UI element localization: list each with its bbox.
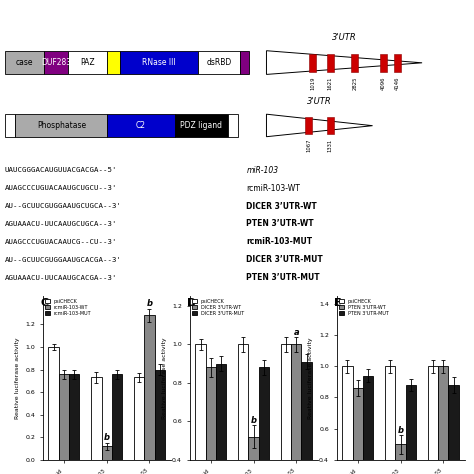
Text: 1331: 1331 bbox=[328, 138, 333, 152]
Text: 3'UTR: 3'UTR bbox=[307, 97, 332, 106]
Bar bbox=[301, 362, 312, 474]
Bar bbox=[259, 367, 269, 474]
Text: rcmiR-103-WT: rcmiR-103-WT bbox=[246, 183, 300, 192]
Text: RNase III: RNase III bbox=[142, 58, 176, 67]
Bar bbox=[305, 117, 312, 134]
Text: AGUAAACU-UUCAAUGCACGA--3': AGUAAACU-UUCAAUGCACGA--3' bbox=[5, 275, 117, 281]
Bar bbox=[394, 54, 401, 72]
Bar bbox=[240, 51, 249, 74]
Bar bbox=[395, 444, 406, 474]
Text: b: b bbox=[146, 299, 153, 308]
Bar bbox=[228, 114, 238, 137]
Text: 2825: 2825 bbox=[352, 76, 357, 90]
Text: DICER 3’UTR-MUT: DICER 3’UTR-MUT bbox=[246, 255, 323, 264]
Text: C: C bbox=[40, 298, 48, 308]
Bar bbox=[238, 344, 248, 474]
Text: 1019: 1019 bbox=[310, 76, 315, 90]
Text: AU--GCUUCGUGGAAUGCUGCA--3': AU--GCUUCGUGGAAUGCUGCA--3' bbox=[5, 203, 122, 209]
Legend: psiCHECK, PTEN 3'UTR-WT, PTEN 3'UTR-MUT: psiCHECK, PTEN 3'UTR-WT, PTEN 3'UTR-MUT bbox=[339, 299, 389, 316]
Bar bbox=[107, 114, 174, 137]
Bar bbox=[248, 437, 259, 474]
Text: 3'UTR: 3'UTR bbox=[332, 33, 356, 42]
Bar bbox=[380, 54, 387, 72]
Legend: psiCHECK, rcmiR-103-WT, rcmiR-103-MUT: psiCHECK, rcmiR-103-WT, rcmiR-103-MUT bbox=[45, 299, 91, 316]
Bar bbox=[216, 364, 226, 474]
Text: Phosphatase: Phosphatase bbox=[37, 121, 86, 130]
Bar bbox=[342, 366, 353, 474]
Bar bbox=[59, 374, 69, 460]
Bar bbox=[206, 367, 216, 474]
Bar bbox=[5, 114, 15, 137]
Bar bbox=[44, 51, 68, 74]
Bar bbox=[101, 446, 112, 460]
Bar bbox=[309, 54, 316, 72]
Bar bbox=[15, 114, 107, 137]
Bar bbox=[112, 374, 122, 460]
Text: dsRBD: dsRBD bbox=[207, 58, 232, 67]
Bar bbox=[198, 51, 240, 74]
Text: b: b bbox=[398, 426, 403, 435]
Bar bbox=[406, 385, 416, 474]
Text: 4096: 4096 bbox=[381, 76, 386, 90]
Bar bbox=[281, 344, 291, 474]
Text: DUF283: DUF283 bbox=[41, 58, 71, 67]
Text: UAUCGGGACAUGUUACGACGA--5': UAUCGGGACAUGUUACGACGA--5' bbox=[5, 167, 117, 173]
Bar bbox=[428, 366, 438, 474]
Bar bbox=[155, 370, 165, 460]
Text: a: a bbox=[293, 328, 299, 337]
Bar bbox=[448, 385, 459, 474]
Text: b: b bbox=[104, 433, 109, 442]
Bar bbox=[5, 51, 44, 74]
Bar bbox=[363, 376, 373, 474]
Text: 1621: 1621 bbox=[328, 76, 333, 90]
Text: miR-103: miR-103 bbox=[246, 165, 278, 174]
Bar bbox=[353, 388, 363, 474]
Bar bbox=[107, 51, 120, 74]
Text: AU--GCUUCGUGGAAUGCACGA--3': AU--GCUUCGUGGAAUGCACGA--3' bbox=[5, 257, 122, 263]
Legend: psiCHECK, DICER 3'UTR-WT, DICER 3'UTR-MUT: psiCHECK, DICER 3'UTR-WT, DICER 3'UTR-MU… bbox=[192, 299, 244, 316]
Bar bbox=[327, 54, 334, 72]
Y-axis label: Reative luciferase activity: Reative luciferase activity bbox=[162, 337, 166, 419]
Text: DICER 3’UTR-WT: DICER 3’UTR-WT bbox=[246, 201, 317, 210]
Bar bbox=[174, 114, 228, 137]
Text: 1067: 1067 bbox=[306, 138, 311, 152]
Bar bbox=[48, 347, 59, 460]
Text: case: case bbox=[16, 58, 33, 67]
Text: AUAGCCCUGUACAAUCG--CU--3': AUAGCCCUGUACAAUCG--CU--3' bbox=[5, 239, 117, 245]
Y-axis label: Reative luciferase activity: Reative luciferase activity bbox=[15, 337, 19, 419]
Bar bbox=[351, 54, 358, 72]
Text: AUAGCCCUGUACAAUGCUGCU--3': AUAGCCCUGUACAAUGCUGCU--3' bbox=[5, 185, 117, 191]
Text: PTEN 3’UTR-MUT: PTEN 3’UTR-MUT bbox=[246, 273, 320, 283]
Bar bbox=[134, 377, 144, 460]
Bar bbox=[195, 344, 206, 474]
Text: rcmiR-103-MUT: rcmiR-103-MUT bbox=[246, 237, 312, 246]
Y-axis label: Reative luciferase activity: Reative luciferase activity bbox=[309, 337, 313, 419]
Bar bbox=[291, 344, 301, 474]
Text: PDZ ligand: PDZ ligand bbox=[180, 121, 222, 130]
Bar bbox=[327, 117, 334, 134]
Text: PAZ: PAZ bbox=[81, 58, 95, 67]
Bar bbox=[144, 315, 155, 460]
Text: D: D bbox=[187, 298, 197, 308]
Bar bbox=[68, 51, 107, 74]
Bar bbox=[438, 366, 448, 474]
Text: E: E bbox=[334, 298, 342, 308]
Text: AGUAAACU-UUCAAUGCUGCA--3': AGUAAACU-UUCAAUGCUGCA--3' bbox=[5, 221, 117, 227]
Bar bbox=[69, 374, 79, 460]
Text: 4146: 4146 bbox=[395, 76, 400, 90]
Bar bbox=[385, 366, 395, 474]
Text: b: b bbox=[251, 416, 256, 425]
Bar bbox=[91, 377, 101, 460]
Bar bbox=[120, 51, 198, 74]
Text: PTEN 3’UTR-WT: PTEN 3’UTR-WT bbox=[246, 219, 314, 228]
Text: C2: C2 bbox=[136, 121, 146, 130]
